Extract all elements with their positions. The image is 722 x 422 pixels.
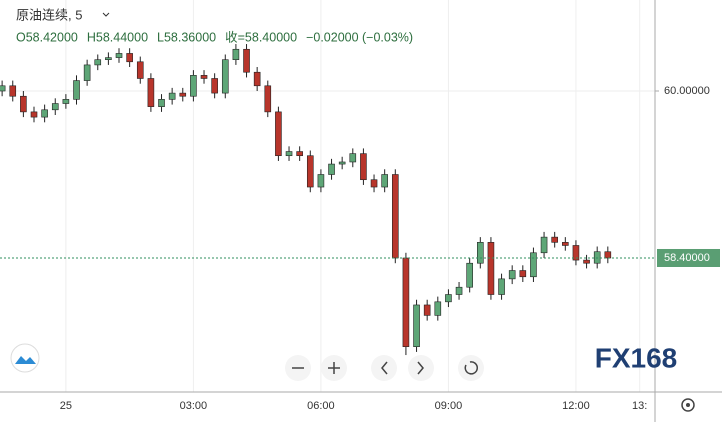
grid xyxy=(0,0,655,392)
candle-body xyxy=(73,80,80,100)
candle-body xyxy=(83,64,91,81)
ohlc-value: H58.44000 xyxy=(87,30,148,44)
y-tick-label: 60.00000 xyxy=(664,85,710,97)
settings-button[interactable] xyxy=(681,398,695,412)
reset-button[interactable] xyxy=(458,355,484,381)
candle-body xyxy=(285,151,293,157)
candle-body xyxy=(530,252,537,278)
candle-body xyxy=(562,242,569,246)
candle-body xyxy=(0,85,6,92)
candle-body xyxy=(296,151,303,157)
candle-body xyxy=(455,286,463,295)
x-tick-label: 06:00 xyxy=(307,400,335,412)
scroll-left-button[interactable] xyxy=(371,355,397,381)
candle-body xyxy=(94,59,102,66)
candle-body xyxy=(115,53,123,58)
candle-body xyxy=(540,236,548,254)
candle-body xyxy=(158,99,165,107)
candle-body xyxy=(519,270,527,278)
candle-body xyxy=(434,301,442,316)
candle-body xyxy=(583,259,590,264)
candle-body xyxy=(477,242,484,264)
candle-body xyxy=(328,163,335,175)
candle-body xyxy=(179,92,187,97)
x-tick-label: 09:00 xyxy=(435,400,463,412)
last-price-label: 58.40000 xyxy=(664,252,710,264)
candle-body xyxy=(243,48,250,73)
candle-body xyxy=(232,48,240,60)
candle-body xyxy=(413,304,420,348)
candle-body xyxy=(508,270,516,280)
candle-body xyxy=(370,179,378,188)
candle-body xyxy=(402,257,410,348)
candle-body xyxy=(360,153,367,181)
ohlc-value: −0.02000 (−0.03%) xyxy=(306,30,413,44)
candle-body xyxy=(349,153,357,163)
candle-body xyxy=(9,85,17,97)
candle-body xyxy=(445,294,452,303)
candle-body xyxy=(423,304,431,316)
x-tick-label: 13: xyxy=(632,400,647,412)
candle-body xyxy=(105,57,112,60)
candle-body xyxy=(604,251,612,259)
ohlc-value: 收=58.40000 xyxy=(225,30,297,44)
candle-body xyxy=(62,99,70,104)
candle-body xyxy=(317,174,325,188)
candle-body xyxy=(30,111,38,118)
candle-body xyxy=(498,278,505,295)
x-tick-label: 03:00 xyxy=(180,400,208,412)
candle-body xyxy=(51,103,59,111)
candle-body xyxy=(593,251,601,264)
candle-body xyxy=(391,174,399,259)
candle-body xyxy=(221,59,229,94)
candle-body xyxy=(211,78,218,94)
candle-body xyxy=(136,61,144,79)
candle-body xyxy=(487,242,495,295)
candle-body xyxy=(466,262,473,288)
candles xyxy=(0,44,612,356)
candle-body xyxy=(264,85,272,113)
candle-body xyxy=(253,71,261,87)
cloud-button[interactable] xyxy=(10,343,40,373)
scroll-right-button[interactable] xyxy=(408,355,434,381)
x-tick-label: 12:00 xyxy=(562,400,590,412)
candle-body xyxy=(41,109,48,118)
candle-body xyxy=(275,111,282,157)
title-chevron[interactable] xyxy=(102,12,110,17)
candle-body xyxy=(200,75,208,79)
candle-body xyxy=(381,174,388,188)
last-price-box xyxy=(657,248,720,267)
zoom-out-button[interactable] xyxy=(285,355,311,381)
chart-title: 原油连续, 5 xyxy=(16,7,82,22)
candle-body xyxy=(190,75,197,97)
candle-body xyxy=(126,53,133,63)
candle-body xyxy=(168,92,176,100)
logo: FX168 xyxy=(595,342,678,373)
candle-body xyxy=(338,161,346,165)
ohlc-value: O58.42000 xyxy=(16,30,78,44)
candle-body xyxy=(147,78,155,107)
candle-body xyxy=(306,155,314,188)
candle-body xyxy=(20,95,27,113)
candle-body xyxy=(551,236,558,243)
candle-body xyxy=(572,245,580,261)
ohlc-info: O58.42000 H58.44000 L58.36000 收=58.40000 −0.… xyxy=(16,30,413,44)
zoom-in-button[interactable] xyxy=(321,355,347,381)
ohlc-value: L58.36000 xyxy=(157,30,216,44)
x-tick-label: 25 xyxy=(60,400,72,412)
